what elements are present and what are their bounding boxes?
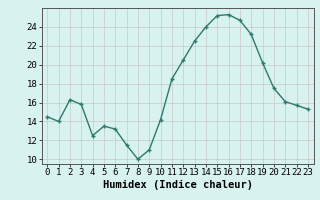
X-axis label: Humidex (Indice chaleur): Humidex (Indice chaleur) — [103, 180, 252, 190]
